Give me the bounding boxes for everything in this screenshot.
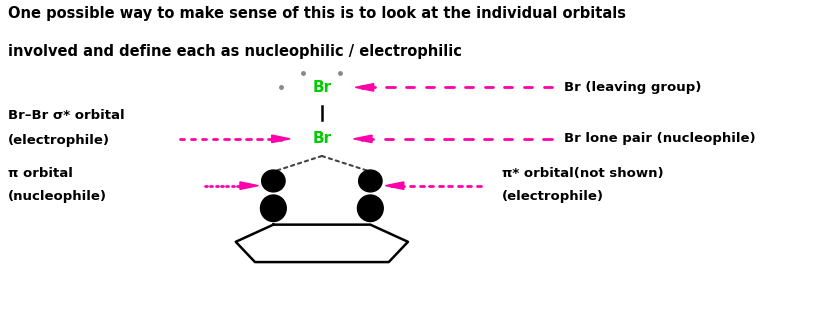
Text: Br: Br <box>313 131 331 146</box>
Ellipse shape <box>262 170 285 192</box>
Text: (nucleophile): (nucleophile) <box>8 190 107 203</box>
Text: One possible way to make sense of this is to look at the individual orbitals: One possible way to make sense of this i… <box>8 6 626 21</box>
Polygon shape <box>354 135 372 143</box>
Text: (electrophile): (electrophile) <box>502 190 604 203</box>
Text: Br: Br <box>313 80 331 95</box>
Text: π* orbital(not shown): π* orbital(not shown) <box>502 167 663 180</box>
Text: (electrophile): (electrophile) <box>8 134 110 147</box>
Polygon shape <box>240 182 258 189</box>
Polygon shape <box>272 135 290 143</box>
Text: Br lone pair (nucleophile): Br lone pair (nucleophile) <box>564 132 756 145</box>
Ellipse shape <box>358 195 383 222</box>
Ellipse shape <box>261 195 286 222</box>
Polygon shape <box>385 182 404 189</box>
Text: Br (leaving group): Br (leaving group) <box>564 81 701 94</box>
Polygon shape <box>355 84 374 91</box>
Text: involved and define each as nucleophilic / electrophilic: involved and define each as nucleophilic… <box>8 44 462 59</box>
Text: Br–Br σ* orbital: Br–Br σ* orbital <box>8 109 125 122</box>
Text: π orbital: π orbital <box>8 167 74 180</box>
Ellipse shape <box>359 170 382 192</box>
